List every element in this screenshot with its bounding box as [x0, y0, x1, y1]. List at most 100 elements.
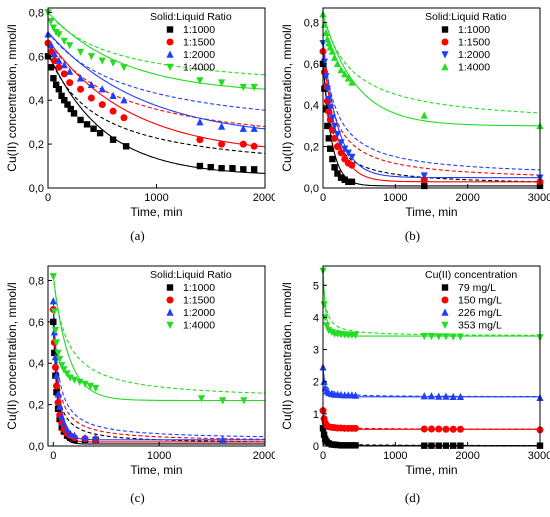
chart-b-point-2-5: [326, 104, 334, 112]
chart-a-fit-solid-1: [47, 39, 266, 148]
chart-d-point-0-8: [337, 442, 345, 449]
chart-b-x-tick-label-0: 0: [320, 192, 326, 204]
chart-b-point-0-7: [331, 164, 338, 171]
chart-a-x-tick-label-2: 2000: [253, 192, 275, 204]
chart-d-point-1-16: [442, 425, 450, 433]
chart-b-fit-dashed-2: [322, 41, 541, 171]
chart-a-point-2-4: [60, 61, 68, 69]
chart-b-point-0-10: [341, 176, 348, 183]
chart-a-point-2-10: [120, 96, 128, 104]
chart-a-point-0-1: [47, 64, 54, 71]
chart-b-point-1-7: [331, 134, 339, 142]
chart-b-y-axis-label: Cu(II) concentration, mmol/l: [280, 24, 294, 171]
chart-a-y-tick-label-0: 0,0: [29, 183, 44, 195]
chart-c-point-2-5: [56, 402, 64, 410]
chart-c-plot: 0 1000 2000 0,0 0,2 0,4 0,6 0,8 Time, min Cu(II) …: [5, 265, 275, 477]
chart-c-fit-solid-3: [52, 276, 265, 402]
chart-d-point-0-9: [341, 442, 348, 449]
chart-b-point-0-13: [421, 182, 428, 190]
chart-a-point-3-9: [98, 57, 106, 65]
chart-d-point-2-15: [435, 392, 443, 400]
chart-c-point-2-8: [63, 425, 71, 433]
chart-d-point-0-11: [348, 442, 356, 449]
chart-a-legend-title: Solid:Liquid Ratio: [150, 11, 232, 23]
chart-b-legend-title: Solid:Liquid Ratio: [425, 11, 507, 23]
chart-a-point-0-17: [207, 163, 214, 171]
chart-a-fit-solid-2: [47, 31, 266, 130]
chart-b-point-3-10: [341, 70, 349, 78]
chart-d-point-3-16: [442, 333, 450, 341]
chart-b-point-3-6: [328, 47, 337, 55]
chart-a-point-1-4: [60, 70, 68, 78]
chart-a-y-axis-label: Cu(II) concentration, mmol/l: [5, 24, 19, 171]
chart-a-point-1-10: [120, 114, 128, 122]
chart-b-y-tick-label-2: 0,4: [304, 100, 319, 112]
chart-c-legend-marker-2: [166, 308, 174, 316]
chart-c-point-2-11: [81, 433, 89, 441]
chart-a-point-3-15: [250, 83, 258, 92]
chart-b-x-tick-label-1: 1000: [383, 192, 407, 204]
chart-a-legend-label-1: 1:1500: [183, 37, 215, 49]
chart-a-point-3-12: [196, 77, 204, 85]
chart-c-legend-label-3: 1:4000: [183, 320, 215, 332]
chart-c-fit-dashed-1: [52, 309, 265, 440]
chart-a-point-0-20: [240, 166, 247, 173]
chart-b-y-tick-label-4: 0,8: [304, 17, 319, 29]
chart-a-y-tick-label-3: 0,6: [29, 51, 44, 63]
chart-d-point-2-17: [449, 392, 457, 401]
chart-a-legend-label-2: 1:2000: [183, 49, 215, 61]
chart-a-point-1-11: [196, 136, 204, 144]
chart-d-legend-marker-0: [441, 284, 449, 291]
chart-c-point-3-7: [60, 366, 68, 374]
caption-a: (a): [130, 228, 145, 243]
chart-a-series-1: [44, 39, 258, 150]
chart-b-point-0-5: [327, 145, 334, 152]
chart-c-point-3-8: [63, 370, 71, 378]
chart-b-point-0-12: [348, 178, 356, 185]
chart-c-y-axis-label: Cu(II) concentration, mmol/l: [5, 282, 19, 429]
chart-b-point-3-11: [344, 74, 352, 82]
chart-b-axes-frame: [322, 7, 541, 189]
chart-c-y-tick-label-1: 0,2: [29, 400, 44, 412]
chart-c-point-3-15: [197, 395, 206, 403]
chart-d-legend-label-3: 353 mg/L: [458, 320, 502, 332]
chart-c-point-3-10: [70, 376, 79, 384]
chart-a-point-1-8: [98, 101, 106, 109]
chart-a-x-axis-label: Time, min: [130, 205, 182, 219]
chart-c-point-2-3: [52, 371, 61, 379]
chart-panel-d: 0 1000 2000 3000 0 1 2 3 4 5 Time, min Cu(II) conce…: [275, 258, 550, 516]
chart-b-legend-marker-3: [441, 63, 449, 71]
chart-b-point-2-13: [420, 172, 428, 180]
chart-d-legend-marker-1: [441, 296, 449, 304]
chart-b-series-0: [319, 60, 544, 190]
chart-b-point-3-8: [333, 59, 342, 68]
chart-d-point-1-18: [456, 425, 464, 433]
chart-d-plot: 0 1000 2000 3000 0 1 2 3 4 5 Time, min Cu(II) conce…: [280, 265, 550, 477]
chart-c-point-1-3: [52, 382, 60, 390]
chart-c-point-2-6: [58, 413, 66, 421]
chart-d-point-3-14: [427, 332, 436, 341]
chart-a-fit-dashed-0: [47, 52, 266, 155]
chart-a-point-0-6: [61, 96, 68, 104]
chart-panel-a: 0 1000 2000 0,0 0,2 0,4 0,6 0,8 Time, min Cu(II) …: [0, 0, 275, 258]
chart-c-point-2-10: [70, 431, 79, 439]
chart-a-series-3: [44, 9, 258, 92]
chart-a-point-2-11: [196, 118, 204, 126]
chart-b-series-1: [319, 47, 544, 186]
chart-d-x-tick-label-3: 3000: [528, 450, 550, 462]
chart-b-point-1-12: [348, 161, 356, 169]
chart-c-point-3-1: [50, 308, 58, 316]
chart-b-point-1-9: [337, 149, 345, 157]
chart-d-legend-label-1: 150 mg/L: [458, 295, 502, 307]
chart-b-point-0-9: [337, 174, 345, 181]
chart-b-y-tick-label-3: 0,6: [304, 59, 319, 71]
chart-a-point-0-16: [196, 162, 204, 170]
chart-a-series-0: [44, 53, 258, 173]
chart-b-fit-solid-2: [322, 41, 540, 179]
chart-c-legend-label-1: 1:1500: [183, 295, 215, 307]
chart-c-point-3-9: [66, 374, 74, 382]
chart-b-legend-marker-0: [441, 26, 449, 33]
chart-d-point-0-1: [320, 431, 328, 438]
chart-c-point-0-3: [53, 389, 60, 396]
chart-b-point-2-7: [330, 122, 339, 130]
